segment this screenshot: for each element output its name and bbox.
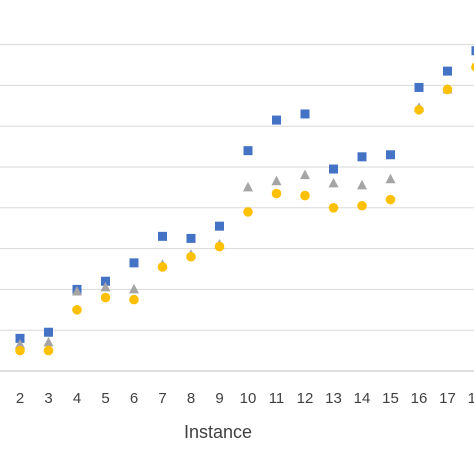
- x-tick-label: 8: [187, 390, 195, 407]
- data-point-triangle: [357, 179, 367, 190]
- data-point-square: [357, 152, 367, 162]
- data-point-circle: [357, 200, 367, 211]
- data-point-square: [101, 276, 110, 286]
- data-point-circle: [471, 62, 474, 72]
- data-point-triangle: [243, 181, 253, 192]
- data-point-circle: [43, 345, 54, 356]
- data-point-circle: [385, 194, 396, 205]
- x-tick-label: 12: [297, 390, 314, 407]
- x-tick-label: 13: [325, 390, 342, 407]
- x-tick-label: 17: [439, 390, 456, 407]
- gridlines: [0, 44, 474, 372]
- data-point-circle: [328, 203, 339, 213]
- x-tick-label: 15: [382, 390, 399, 407]
- data-point-triangle: [72, 285, 82, 296]
- data-point-square: [186, 233, 196, 243]
- data-points: [15, 46, 474, 356]
- data-point-triangle: [271, 175, 282, 186]
- data-point-square: [129, 258, 139, 268]
- data-point-square: [44, 327, 53, 337]
- data-point-square: [272, 115, 281, 125]
- data-point-triangle: [129, 283, 139, 294]
- data-point-triangle: [43, 336, 54, 347]
- x-tick-labels: 2 3 4 5 6 7 8 9 10 11 12 13 14 15 16 17 18: [16, 390, 474, 407]
- x-tick-label: 10: [240, 390, 257, 407]
- data-point-square: [443, 66, 452, 76]
- data-point-triangle: [385, 173, 396, 184]
- x-tick-label: 4: [73, 390, 81, 407]
- data-point-circle: [15, 345, 25, 356]
- data-point-square: [414, 82, 424, 92]
- x-tick-label: 18: [468, 390, 474, 407]
- data-point-circle: [157, 262, 168, 272]
- data-point-triangle: [328, 177, 339, 188]
- data-point-circle: [271, 188, 282, 199]
- data-point-square: [329, 164, 338, 174]
- data-point-triangle: [15, 338, 25, 349]
- data-point-triangle: [100, 281, 111, 292]
- data-point-circle: [100, 292, 111, 303]
- data-point-square: [386, 150, 395, 160]
- data-point-square: [158, 231, 167, 241]
- x-tick-label: 2: [16, 390, 24, 407]
- data-point-circle: [129, 294, 139, 305]
- x-tick-label: 11: [269, 390, 285, 407]
- x-tick-label: 6: [130, 390, 138, 407]
- x-tick-label: 5: [101, 390, 109, 407]
- x-axis-title: Instance: [184, 422, 252, 442]
- data-point-square: [215, 221, 224, 231]
- data-point-circle: [214, 241, 225, 252]
- x-tick-label: 7: [158, 390, 166, 407]
- data-point-circle: [442, 84, 453, 95]
- data-point-square: [243, 146, 253, 156]
- data-point-square: [300, 109, 310, 119]
- data-point-circle: [414, 105, 424, 115]
- x-tick-label: 16: [411, 390, 428, 407]
- data-point-triangle: [300, 169, 310, 180]
- data-point-square: [15, 333, 25, 343]
- x-tick-label: 9: [215, 390, 223, 407]
- x-tick-label: 14: [354, 390, 371, 407]
- data-point-circle: [300, 190, 310, 201]
- x-tick-label: 3: [44, 390, 52, 407]
- data-point-circle: [72, 305, 82, 315]
- data-point-square: [471, 46, 474, 56]
- data-point-circle: [186, 251, 196, 262]
- data-point-circle: [243, 207, 253, 217]
